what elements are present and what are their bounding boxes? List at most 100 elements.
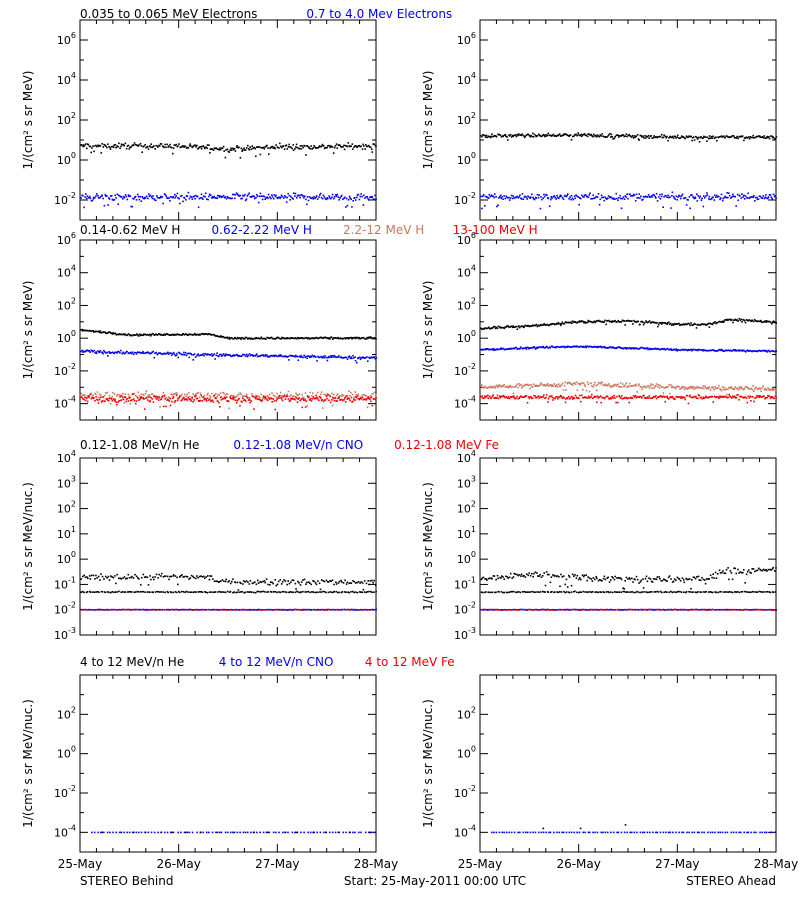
data-point <box>179 202 181 205</box>
data-point <box>281 591 284 593</box>
data-point <box>164 398 166 400</box>
data-point <box>174 144 177 147</box>
data-point <box>315 336 318 339</box>
data-point <box>173 144 176 146</box>
data-point <box>528 384 531 386</box>
data-point <box>259 399 262 401</box>
data-point <box>224 608 227 611</box>
data-point <box>110 195 113 197</box>
data-point <box>346 337 349 339</box>
data-point <box>284 194 286 197</box>
data-point <box>741 135 744 137</box>
data-point <box>252 582 255 584</box>
data-point <box>290 591 293 593</box>
data-point <box>351 357 353 360</box>
data-point <box>95 195 97 197</box>
data-point <box>92 591 94 593</box>
data-point <box>271 609 273 611</box>
data-point <box>232 147 234 150</box>
data-point <box>766 135 768 138</box>
data-point <box>365 591 367 594</box>
data-point <box>232 148 235 151</box>
data-point <box>654 195 656 198</box>
data-point <box>251 582 254 585</box>
data-point <box>577 346 580 348</box>
data-point <box>725 388 728 390</box>
data-point <box>582 590 585 593</box>
data-point <box>362 336 364 339</box>
data-point <box>260 147 263 149</box>
data-point <box>267 583 269 586</box>
data-point <box>703 348 705 351</box>
data-point <box>579 197 581 199</box>
data-point <box>87 608 90 611</box>
data-point <box>534 324 537 327</box>
data-point <box>375 584 377 586</box>
data-point <box>204 192 207 195</box>
data-point <box>150 578 152 581</box>
data-point <box>747 395 750 398</box>
data-point <box>127 144 130 147</box>
data-point <box>508 396 510 398</box>
data-point <box>694 396 696 398</box>
data-point <box>333 354 336 357</box>
data-point <box>540 396 542 399</box>
data-point <box>270 146 272 149</box>
data-point <box>366 196 368 198</box>
data-point <box>152 609 154 611</box>
data-point <box>642 323 645 326</box>
panel-frame <box>479 457 777 636</box>
data-point <box>492 575 495 577</box>
data-point <box>145 146 147 149</box>
data-point <box>764 320 766 322</box>
data-point <box>225 197 228 200</box>
data-point <box>602 577 605 580</box>
data-point <box>597 579 600 582</box>
data-point <box>183 396 185 398</box>
data-point <box>773 397 775 400</box>
legend-r2-2: 0.12-1.08 MeV Fe <box>394 438 499 452</box>
data-point <box>617 320 620 323</box>
data-point <box>617 401 619 404</box>
data-point <box>522 347 525 349</box>
data-point <box>122 396 124 399</box>
data-point <box>324 355 326 357</box>
data-point <box>625 133 628 135</box>
data-point <box>349 197 351 199</box>
data-point <box>642 395 644 397</box>
data-point <box>342 198 344 201</box>
data-point <box>548 205 551 207</box>
data-point <box>509 133 512 136</box>
data-point <box>306 405 308 407</box>
data-point <box>316 360 318 362</box>
data-point <box>696 200 699 202</box>
data-point <box>570 198 572 201</box>
data-point <box>485 327 488 330</box>
data-point <box>215 580 217 582</box>
data-point <box>257 146 260 148</box>
data-point <box>568 576 571 578</box>
data-point <box>136 333 138 335</box>
data-point <box>96 145 98 148</box>
data-point <box>234 399 237 401</box>
data-point <box>631 320 633 322</box>
data-point <box>567 397 569 400</box>
data-point <box>738 591 741 594</box>
data-point <box>111 591 114 593</box>
data-point <box>632 581 634 583</box>
data-point <box>351 401 353 403</box>
data-point <box>247 581 249 583</box>
data-point <box>304 399 306 401</box>
data-point <box>275 354 277 357</box>
data-point <box>745 319 748 321</box>
data-point <box>218 355 220 358</box>
data-point <box>125 400 127 403</box>
data-point <box>511 590 513 593</box>
data-point <box>366 337 369 340</box>
data-point <box>659 577 661 580</box>
data-point <box>639 134 642 137</box>
data-point <box>602 396 604 399</box>
legend-r1-0: 0.14-0.62 MeV H <box>80 223 180 237</box>
data-point <box>682 396 685 398</box>
